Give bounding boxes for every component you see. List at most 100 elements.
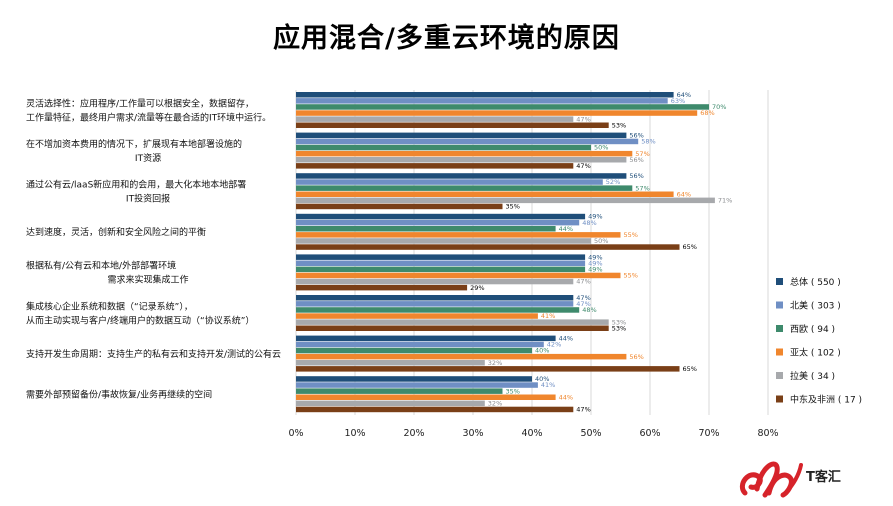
bars: 64%63%70%68%47%53%56%58%50%57%56%47%56%5… [296, 91, 732, 414]
brand-logo [739, 461, 803, 498]
bar [296, 232, 621, 238]
data-label: 55% [624, 272, 638, 280]
bar [296, 173, 627, 179]
bar [296, 244, 680, 250]
data-label: 40% [535, 375, 549, 383]
category-label: 集成核心企业系统和数据（“记录系统”）， [26, 300, 193, 312]
data-label: 65% [683, 365, 697, 373]
category-label: 需要外部预留备份/事故恢复/业务再继续的空间 [26, 389, 212, 401]
bar [296, 219, 580, 226]
bar [296, 382, 538, 388]
data-label: 56% [629, 353, 643, 361]
data-label: 56% [629, 156, 643, 164]
bar [296, 260, 586, 266]
bar [296, 325, 609, 331]
bar [296, 360, 485, 366]
bar [296, 213, 586, 220]
bar [296, 295, 574, 301]
legend-label: 拉美 ( 34 ) [790, 370, 835, 382]
bar [296, 400, 485, 407]
legend-label: 北美 ( 303 ) [790, 300, 841, 312]
page-title: 应用混合/多重云环境的原因 [273, 23, 620, 54]
legend-label: 亚太 ( 102 ) [790, 347, 841, 359]
legend: 总体 ( 550 ) 北美 ( 303 ) 西欧 ( 94 ) 亚太 ( 102 ) 拉… [776, 276, 862, 406]
data-label: 35% [506, 203, 520, 211]
x-tick-label: 60% [639, 428, 660, 439]
data-label: 44% [559, 393, 573, 401]
bar [296, 301, 574, 307]
data-label: 48% [582, 306, 596, 314]
data-label: 32% [488, 359, 502, 367]
data-label: 35% [506, 387, 520, 395]
bar [296, 116, 574, 122]
bar [296, 163, 574, 169]
bar [296, 132, 627, 139]
data-label: 53% [612, 324, 626, 332]
x-axis-tick-labels: 0% 10% 20% 30% 40% 50% 60% 70% 80% [288, 428, 778, 439]
data-label: 47% [576, 115, 590, 123]
bar [296, 150, 633, 157]
data-label: 56% [629, 172, 643, 180]
data-label: 41% [541, 312, 555, 320]
bar [296, 98, 668, 104]
legend-swatch [776, 325, 783, 332]
category-label: 在不增加资本费用的情况下，扩展现有本地部署设施的 [26, 138, 242, 150]
x-tick-label: 10% [344, 428, 365, 439]
data-label: 49% [588, 266, 602, 274]
x-tick-label: 80% [757, 428, 778, 439]
data-label: 65% [683, 243, 697, 251]
x-tick-label: 30% [462, 428, 483, 439]
data-label: 47% [576, 278, 590, 286]
bar [296, 138, 639, 145]
bar [296, 122, 609, 128]
data-label: 64% [677, 91, 691, 99]
x-tick-label: 50% [580, 428, 601, 439]
data-label: 44% [559, 335, 573, 343]
legend-label: 西欧 ( 94 ) [790, 323, 835, 335]
legend-label: 总体 ( 550 ) [790, 276, 841, 288]
bar [296, 341, 544, 348]
bar [296, 238, 591, 244]
bar [296, 254, 586, 260]
brand-text: T客汇 [806, 470, 841, 485]
data-label: 55% [624, 231, 638, 239]
brand-logo-mark [739, 461, 803, 498]
data-label: 53% [612, 318, 626, 326]
data-label: 42% [547, 341, 561, 349]
x-tick-label: 0% [288, 428, 303, 439]
data-label: 47% [576, 300, 590, 308]
bar [296, 185, 633, 191]
legend-swatch [776, 278, 783, 285]
bar [296, 272, 621, 279]
legend-swatch [776, 301, 783, 309]
x-tick-label: 20% [403, 428, 424, 439]
bar [296, 394, 556, 400]
data-label: 47% [576, 294, 590, 302]
bar [296, 104, 709, 110]
data-label: 63% [671, 97, 685, 105]
data-label: 70% [712, 103, 726, 111]
legend-swatch [776, 348, 783, 356]
bar [296, 278, 574, 285]
bar [296, 406, 574, 413]
bar [296, 366, 680, 372]
legend-swatch [776, 372, 783, 379]
category-label: 从而主动实现与客户/终端用户的数据互动（“协议系统”） [26, 314, 254, 326]
data-label: 50% [594, 144, 608, 152]
bar [296, 266, 586, 273]
bar [296, 388, 503, 394]
bar [296, 191, 674, 197]
data-label: 71% [718, 197, 732, 205]
bar [296, 307, 580, 313]
bar [296, 110, 698, 116]
bar [296, 226, 556, 232]
data-label: 64% [677, 190, 691, 198]
data-label: 40% [535, 347, 549, 355]
data-label: 49% [588, 213, 602, 221]
data-label: 57% [635, 184, 649, 192]
bar [296, 157, 627, 163]
category-label: 工作量特征，最终用户需求/流量等在最合适的IT环境中运行。 [26, 111, 271, 123]
category-label: 支持开发生命周期：支持生产的私有云和支持开发/测试的公有云 [26, 348, 281, 360]
category-label: IT投资回报 [126, 193, 170, 205]
